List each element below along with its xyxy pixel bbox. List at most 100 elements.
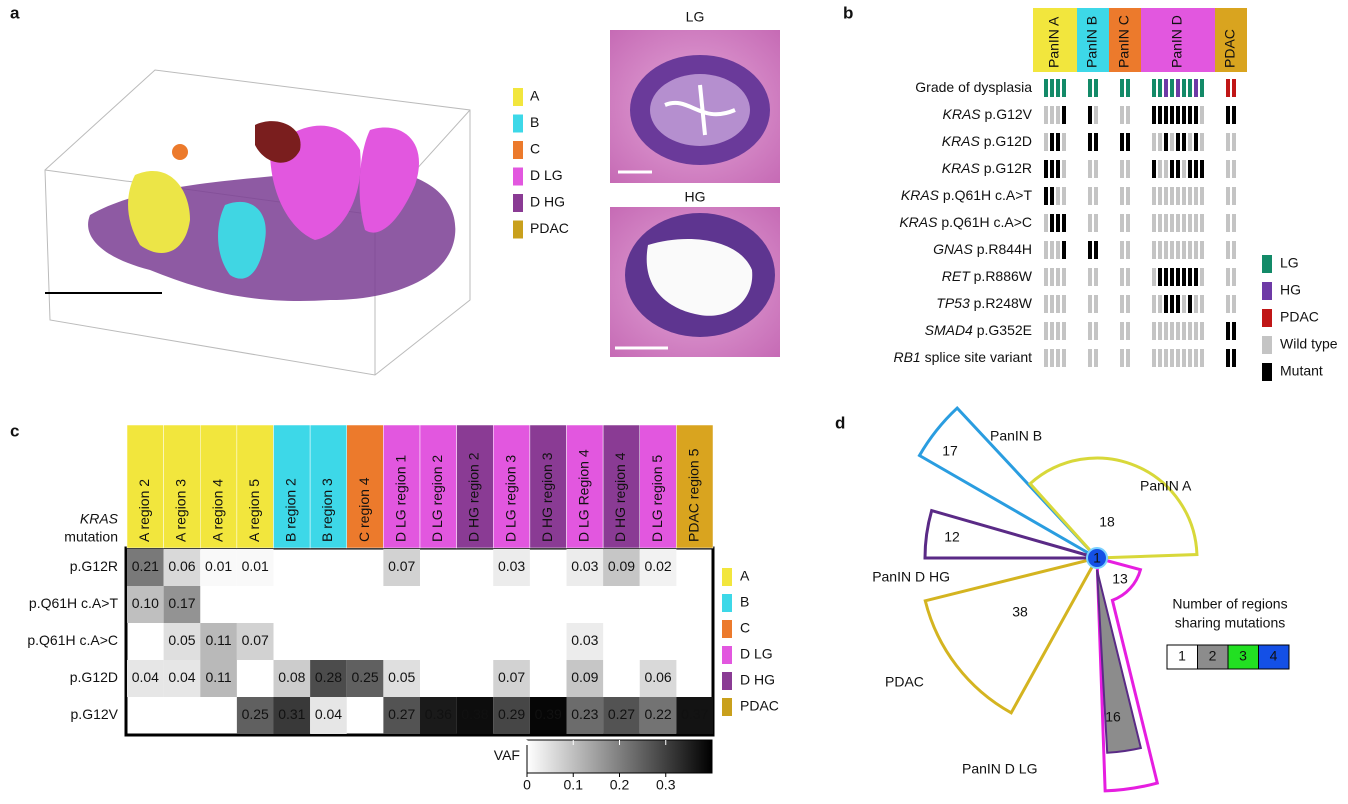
histology-hg	[610, 207, 780, 357]
heat-cell	[273, 697, 311, 734]
status-cell	[1200, 79, 1204, 97]
status-cell	[1164, 322, 1168, 340]
status-cell	[1094, 322, 1098, 340]
cell-value: 0.09	[571, 669, 598, 685]
heat-cell	[603, 549, 640, 586]
legend-value: 1	[1178, 648, 1186, 664]
colorbar-tick-label: 0.2	[610, 777, 630, 793]
status-cell	[1182, 214, 1186, 232]
status-cell	[1094, 79, 1098, 97]
cell-value: 0.36	[425, 706, 452, 722]
heat-cell	[639, 660, 677, 697]
heat-cell	[200, 549, 237, 586]
row-label: KRAS p.G12V	[943, 106, 1033, 122]
variant: p.G352E	[977, 322, 1032, 338]
status-cell	[1126, 349, 1130, 367]
status-cell	[1088, 268, 1092, 286]
status-cell	[1088, 187, 1092, 205]
legend-swatch	[1262, 282, 1272, 300]
legend-swatch	[1262, 336, 1272, 354]
column-label: A region 2	[136, 479, 152, 542]
wedge-count: 18	[1099, 514, 1115, 530]
center-node	[1086, 547, 1108, 569]
status-cell	[1152, 295, 1156, 313]
variant: p.R886W	[974, 268, 1033, 284]
status-cell	[1232, 79, 1236, 97]
cell-value: 0.04	[315, 706, 342, 722]
cell-value: 0.10	[132, 595, 159, 611]
status-cell	[1226, 214, 1230, 232]
status-cell	[1176, 79, 1180, 97]
status-cell	[1062, 349, 1066, 367]
panel-label: a	[10, 3, 20, 22]
status-cell	[1152, 241, 1156, 259]
status-cell	[1176, 133, 1180, 151]
status-cell	[1194, 295, 1198, 313]
status-cell	[1126, 268, 1130, 286]
image-title: HG	[685, 189, 706, 205]
image-title: LG	[686, 9, 705, 25]
legend-label: A	[530, 88, 540, 104]
status-cell	[1232, 295, 1236, 313]
cell-value: 0.03	[571, 558, 598, 574]
status-cell	[1188, 349, 1192, 367]
row-label: Grade of dysplasia	[915, 79, 1032, 95]
variant: p.R248W	[974, 295, 1033, 311]
heat-cell	[310, 660, 347, 697]
status-cell	[1158, 349, 1162, 367]
status-cell	[1176, 295, 1180, 313]
status-cell	[1152, 160, 1156, 178]
status-cell	[1188, 79, 1192, 97]
cell-value: 0.22	[644, 706, 671, 722]
heat-cell	[493, 660, 530, 697]
group-header	[1033, 8, 1077, 72]
group-label: PanIN C	[1116, 15, 1132, 68]
status-cell	[1200, 349, 1204, 367]
cell-value: 0.23	[571, 706, 598, 722]
status-cell	[1088, 106, 1092, 124]
legend-swatch	[722, 620, 732, 638]
status-cell	[1194, 106, 1198, 124]
gene-name: KRAS	[942, 133, 981, 149]
center-count: 1	[1093, 550, 1101, 566]
status-cell	[1182, 322, 1186, 340]
legend-label: Wild type	[1280, 336, 1338, 352]
column-header	[273, 424, 311, 549]
cell-value: 0.28	[315, 669, 342, 685]
status-cell	[1188, 322, 1192, 340]
status-cell	[1232, 349, 1236, 367]
status-cell	[1050, 268, 1054, 286]
cell-value: 0.03	[498, 558, 525, 574]
status-cell	[1152, 322, 1156, 340]
status-cell	[1182, 79, 1186, 97]
blob-a	[128, 171, 190, 253]
status-cell	[1200, 268, 1204, 286]
legend-title: Number of regions	[1172, 596, 1287, 612]
legend-swatch	[513, 141, 523, 159]
status-cell	[1182, 133, 1186, 151]
status-cell	[1170, 295, 1174, 313]
heat-cell	[200, 623, 237, 660]
cell-value: 0.01	[242, 558, 269, 574]
blob-c	[172, 144, 188, 160]
legend-value: 3	[1239, 648, 1247, 664]
status-cell	[1158, 268, 1162, 286]
cell-value: 0.11	[205, 669, 231, 685]
status-cell	[1200, 322, 1204, 340]
wedge-count: 17	[942, 443, 958, 459]
status-cell	[1182, 268, 1186, 286]
status-cell	[1044, 214, 1048, 232]
cell-value: 0.25	[351, 669, 378, 685]
status-cell	[1176, 349, 1180, 367]
status-cell	[1120, 322, 1124, 340]
status-cell	[1094, 268, 1098, 286]
legend-swatch	[513, 88, 523, 106]
status-cell	[1094, 133, 1098, 151]
status-cell	[1056, 268, 1060, 286]
column-label: D HG region 2	[466, 452, 482, 542]
legend-label: D LG	[740, 646, 773, 662]
heat-cell	[456, 697, 494, 734]
status-cell	[1194, 322, 1198, 340]
status-cell	[1182, 106, 1186, 124]
status-cell	[1232, 241, 1236, 259]
